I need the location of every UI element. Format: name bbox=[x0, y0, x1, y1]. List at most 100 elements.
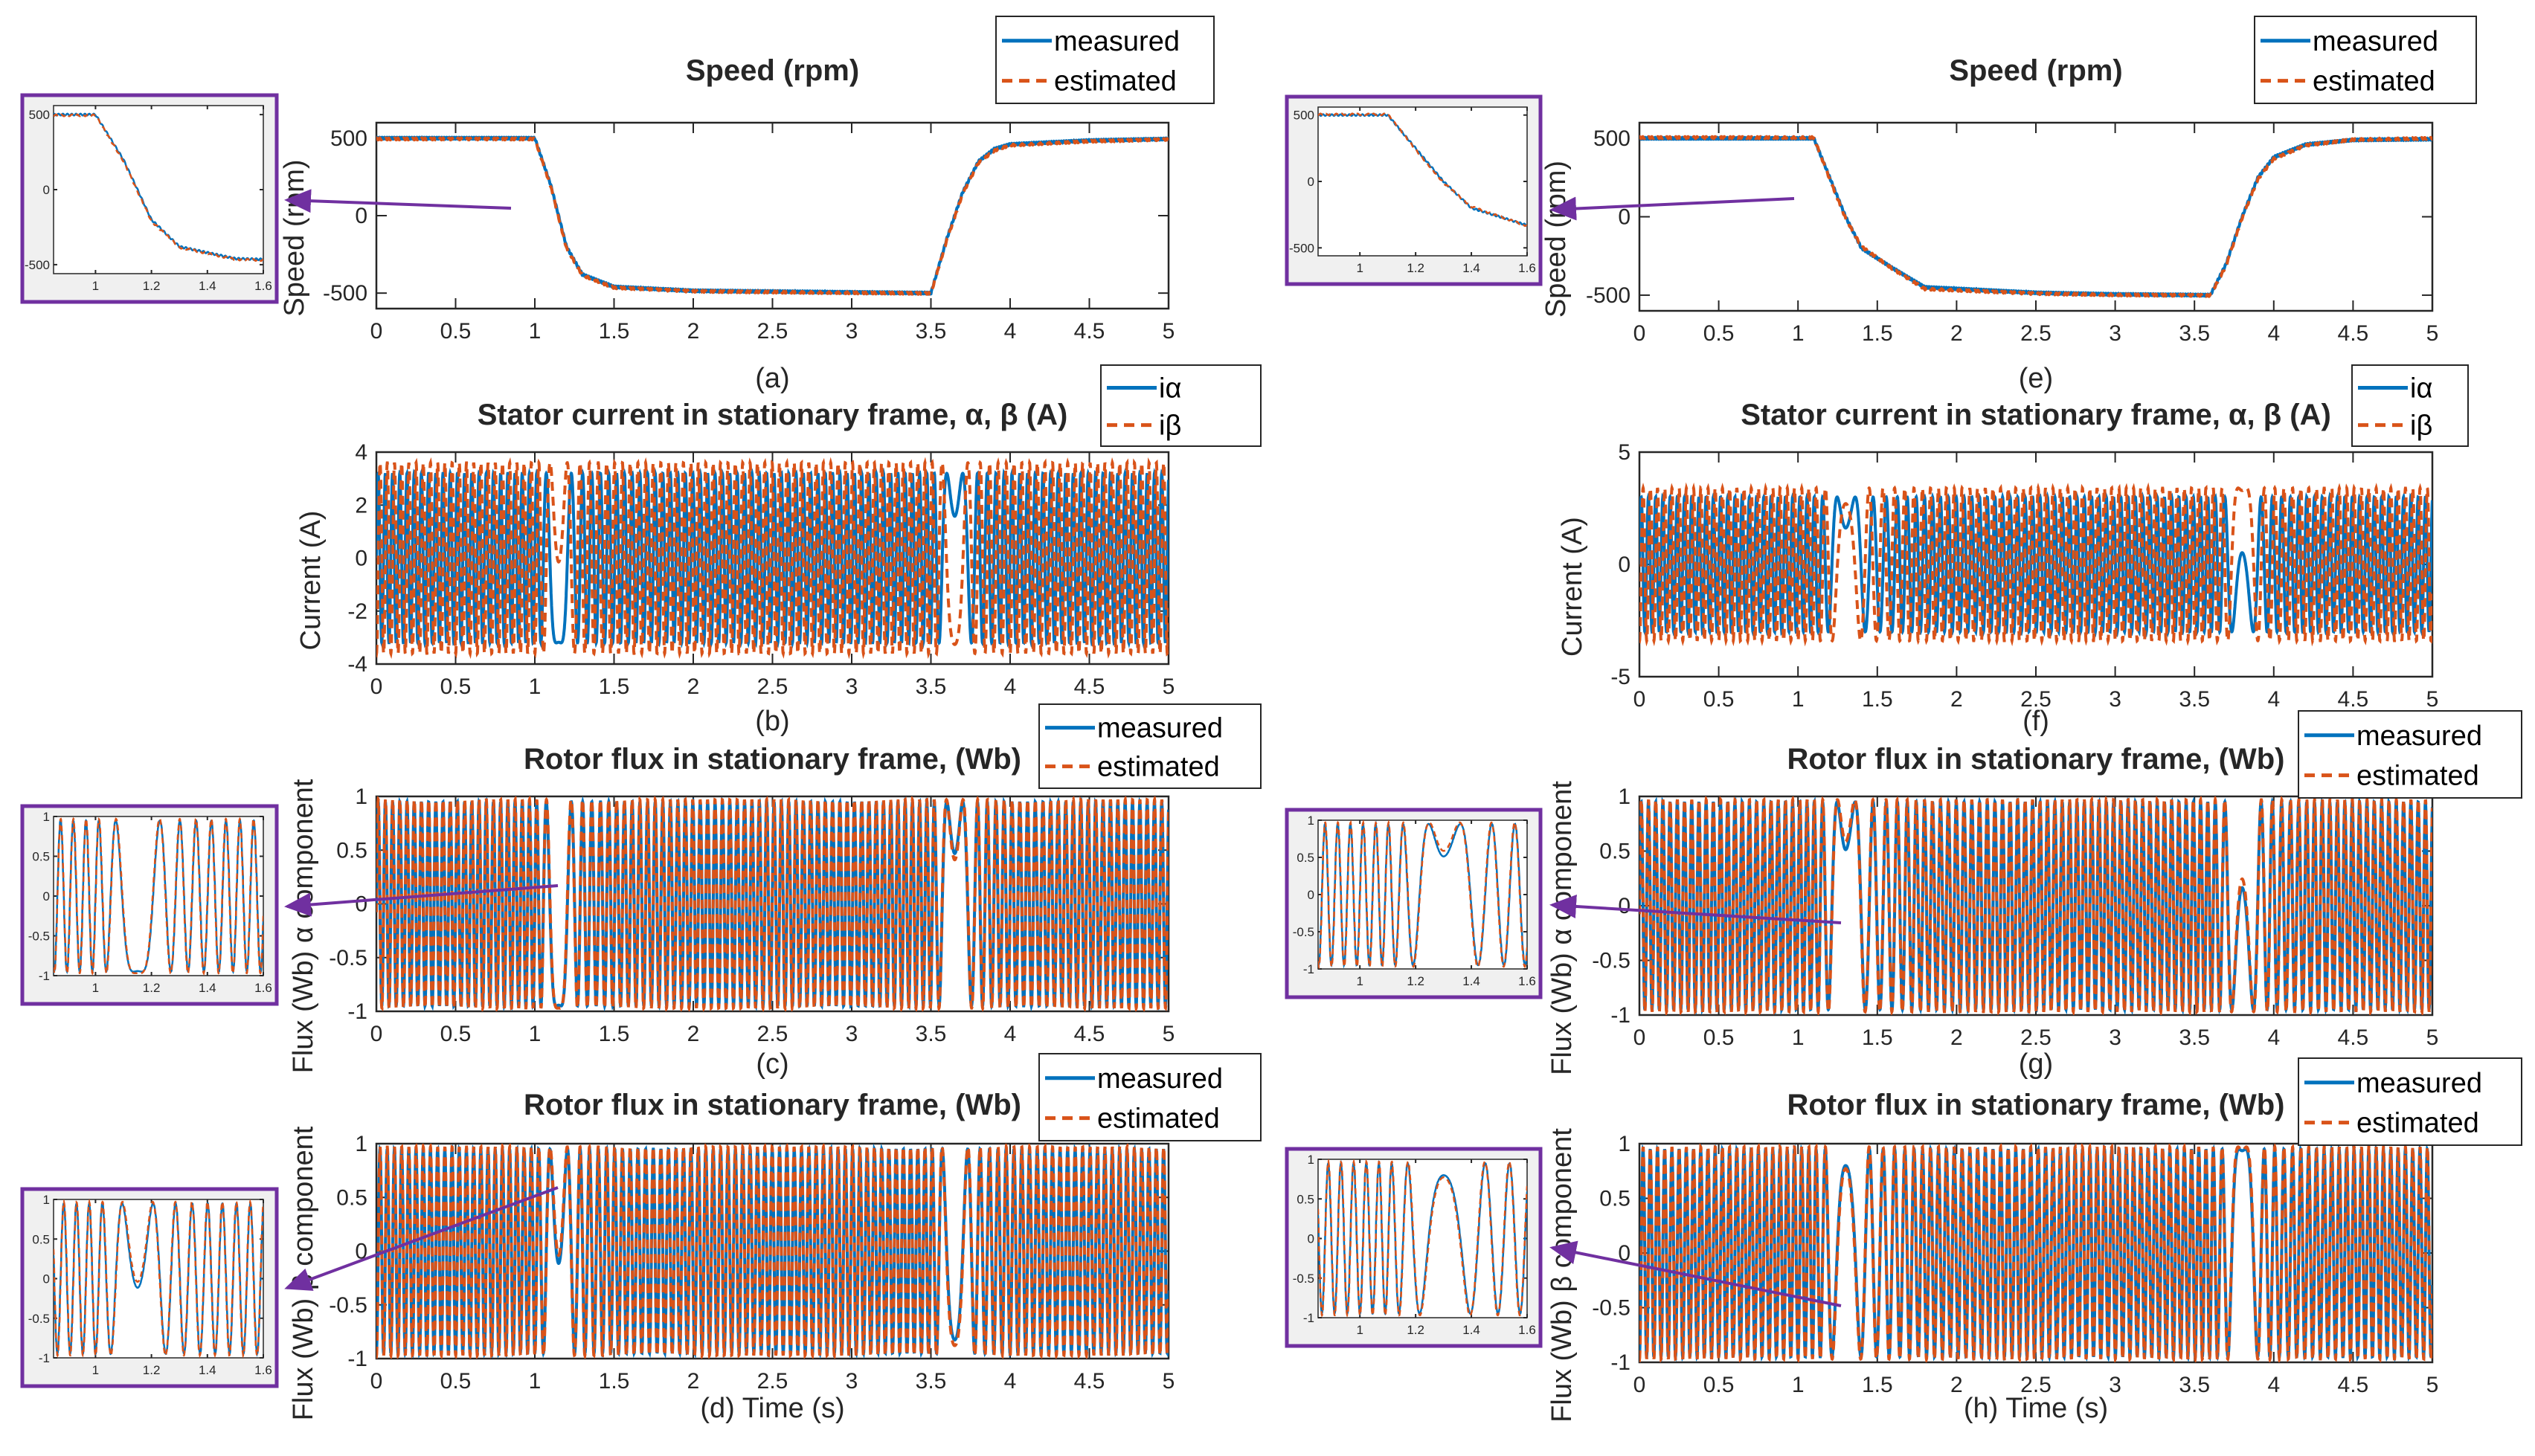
y-tick-label: 0 bbox=[1308, 1232, 1314, 1246]
x-tick-label: 3.5 bbox=[2179, 687, 2210, 712]
x-tick-label: 1 bbox=[1792, 321, 1805, 346]
y-tick-label: 0 bbox=[1618, 553, 1630, 577]
x-tick-label: 1.5 bbox=[599, 674, 630, 699]
y-tick-label: -1 bbox=[347, 999, 367, 1024]
x-tick-label: 3 bbox=[2109, 687, 2121, 712]
y-tick-label: 1 bbox=[43, 1193, 50, 1207]
x-tick-label: 4.5 bbox=[1074, 674, 1105, 699]
y-tick-label: 0.5 bbox=[1297, 1192, 1314, 1206]
legend-label: measured bbox=[2356, 1068, 2482, 1099]
zoom-arrow bbox=[1549, 895, 1842, 924]
chart-title: Speed (rpm) bbox=[686, 54, 859, 87]
x-tick-label: 1 bbox=[1356, 1323, 1363, 1337]
chart-title: Stator current in stationary frame, α, β… bbox=[1741, 399, 2331, 431]
y-tick-label: -1 bbox=[1303, 1311, 1314, 1325]
legend-label: iβ bbox=[2410, 410, 2432, 442]
x-tick-label: 1.2 bbox=[1407, 974, 1424, 988]
y-tick-label: 500 bbox=[1294, 109, 1314, 123]
x-tick-label: 0.5 bbox=[1703, 687, 1735, 712]
x-tick-label: 4 bbox=[1004, 1022, 1017, 1046]
legend: measured estimated bbox=[2298, 1057, 2522, 1146]
y-tick-label: 0 bbox=[43, 183, 50, 197]
inset-series-line bbox=[1318, 1159, 1527, 1318]
y-tick-label: 0 bbox=[355, 892, 367, 917]
y-tick-label: 0 bbox=[1618, 894, 1630, 918]
y-tick-label: 0 bbox=[43, 889, 50, 903]
inset-series-line bbox=[54, 112, 263, 262]
x-tick-label: 4.5 bbox=[1074, 1022, 1105, 1046]
x-tick-label: 0 bbox=[1633, 1373, 1646, 1397]
legend-label: estimated bbox=[2356, 761, 2479, 792]
x-tick-label: 1 bbox=[529, 1022, 542, 1046]
subplot-c: 0 0.5 1 1.5 2 2.5 3 3.5 4 4.5 5 -1 -0.5 0 0.5 1 Rotor fl… bbox=[20, 703, 1262, 1080]
x-tick-label: 4 bbox=[2267, 687, 2280, 712]
legend-label: measured bbox=[1054, 26, 1180, 57]
x-tick-label: 2 bbox=[1950, 1373, 1963, 1397]
series-group bbox=[376, 457, 1169, 660]
inset-axes-box bbox=[1317, 106, 1528, 257]
y-tick-label: -0.5 bbox=[1293, 1272, 1314, 1286]
zoom-inset: 1 1.2 1.4 1.6 -500 0 500 bbox=[20, 93, 279, 304]
y-tick-label: -1 bbox=[1610, 1003, 1630, 1028]
x-tick-label: 5 bbox=[1163, 1369, 1175, 1394]
subplot-caption: (g) bbox=[2019, 1048, 2053, 1080]
x-tick-label: 5 bbox=[1163, 319, 1175, 344]
y-tick-label: -1 bbox=[1610, 1350, 1630, 1375]
y-tick-label: -0.5 bbox=[28, 1312, 50, 1326]
x-tick-label: 1 bbox=[92, 981, 99, 995]
y-tick-label: 4 bbox=[355, 440, 367, 465]
x-tick-label: 0 bbox=[370, 1369, 383, 1394]
x-tick-label: 1 bbox=[92, 279, 99, 293]
x-tick-label: 4.5 bbox=[2338, 1025, 2369, 1050]
x-tick-label: 1 bbox=[1356, 261, 1363, 275]
x-tick-label: 3.5 bbox=[2179, 1025, 2210, 1050]
x-tick-label: 1.6 bbox=[1518, 261, 1536, 275]
x-tick-label: 3.5 bbox=[916, 1369, 947, 1394]
x-tick-label: 1 bbox=[1356, 974, 1363, 988]
chart-title: Rotor flux in stationary frame, (Wb) bbox=[524, 743, 1021, 776]
x-tick-label: 3 bbox=[2109, 1373, 2121, 1397]
legend-box bbox=[2298, 710, 2522, 799]
x-tick-label: 4.5 bbox=[1074, 1369, 1105, 1394]
x-tick-label: 0 bbox=[370, 1022, 383, 1046]
y-tick-label: 0.5 bbox=[1297, 851, 1314, 865]
x-tick-label: 3.5 bbox=[916, 1022, 947, 1046]
x-tick-label: 1 bbox=[1792, 1373, 1805, 1397]
x-tick-label: 3 bbox=[846, 1022, 858, 1046]
y-tick-label: 1 bbox=[1618, 785, 1630, 809]
inset-series-line bbox=[1318, 112, 1527, 228]
y-tick-label: 1 bbox=[1618, 1132, 1630, 1156]
x-tick-label: 0 bbox=[370, 319, 383, 344]
series-group bbox=[1639, 1144, 2432, 1362]
x-tick-label: 0.5 bbox=[1703, 1025, 1735, 1050]
legend-label: measured bbox=[2313, 26, 2438, 57]
x-tick-label: 1.2 bbox=[143, 279, 161, 293]
x-tick-label: 0 bbox=[1633, 321, 1646, 346]
legend-label: iα bbox=[2410, 373, 2432, 405]
inset-series-group bbox=[1318, 820, 1527, 969]
series-line-i bbox=[376, 457, 1169, 660]
legend: measured estimated bbox=[1038, 703, 1262, 789]
x-tick-label: 0.5 bbox=[1703, 1373, 1735, 1397]
x-tick-label: 1.4 bbox=[1462, 261, 1480, 275]
y-tick-label: -0.5 bbox=[329, 946, 367, 970]
x-tick-label: 1 bbox=[92, 1363, 99, 1377]
subplot-caption: (f) bbox=[2022, 706, 2049, 737]
legend: measured estimated bbox=[2254, 16, 2477, 104]
x-tick-label: 1 bbox=[529, 1369, 542, 1394]
inset-series-group bbox=[1318, 1159, 1527, 1318]
legend-label: iβ bbox=[1159, 410, 1181, 442]
y-tick-label: -0.5 bbox=[28, 930, 50, 944]
x-tick-label: 0 bbox=[1633, 1025, 1646, 1050]
y-axis-label: Flux (Wb) β component bbox=[1546, 1128, 1578, 1423]
y-tick-label: 0.5 bbox=[336, 838, 367, 863]
x-tick-label: 0.5 bbox=[1703, 321, 1735, 346]
subplot-caption: (a) bbox=[755, 363, 789, 394]
series-group bbox=[376, 796, 1169, 1011]
zoom-inset: 1 1.2 1.4 1.6 -1 -0.5 0 0.5 1 bbox=[1285, 1147, 1543, 1348]
legend-label: estimated bbox=[1097, 752, 1220, 783]
x-tick-label: 0 bbox=[370, 674, 383, 699]
axes-box bbox=[375, 121, 1170, 310]
y-tick-label: 1 bbox=[43, 810, 50, 824]
